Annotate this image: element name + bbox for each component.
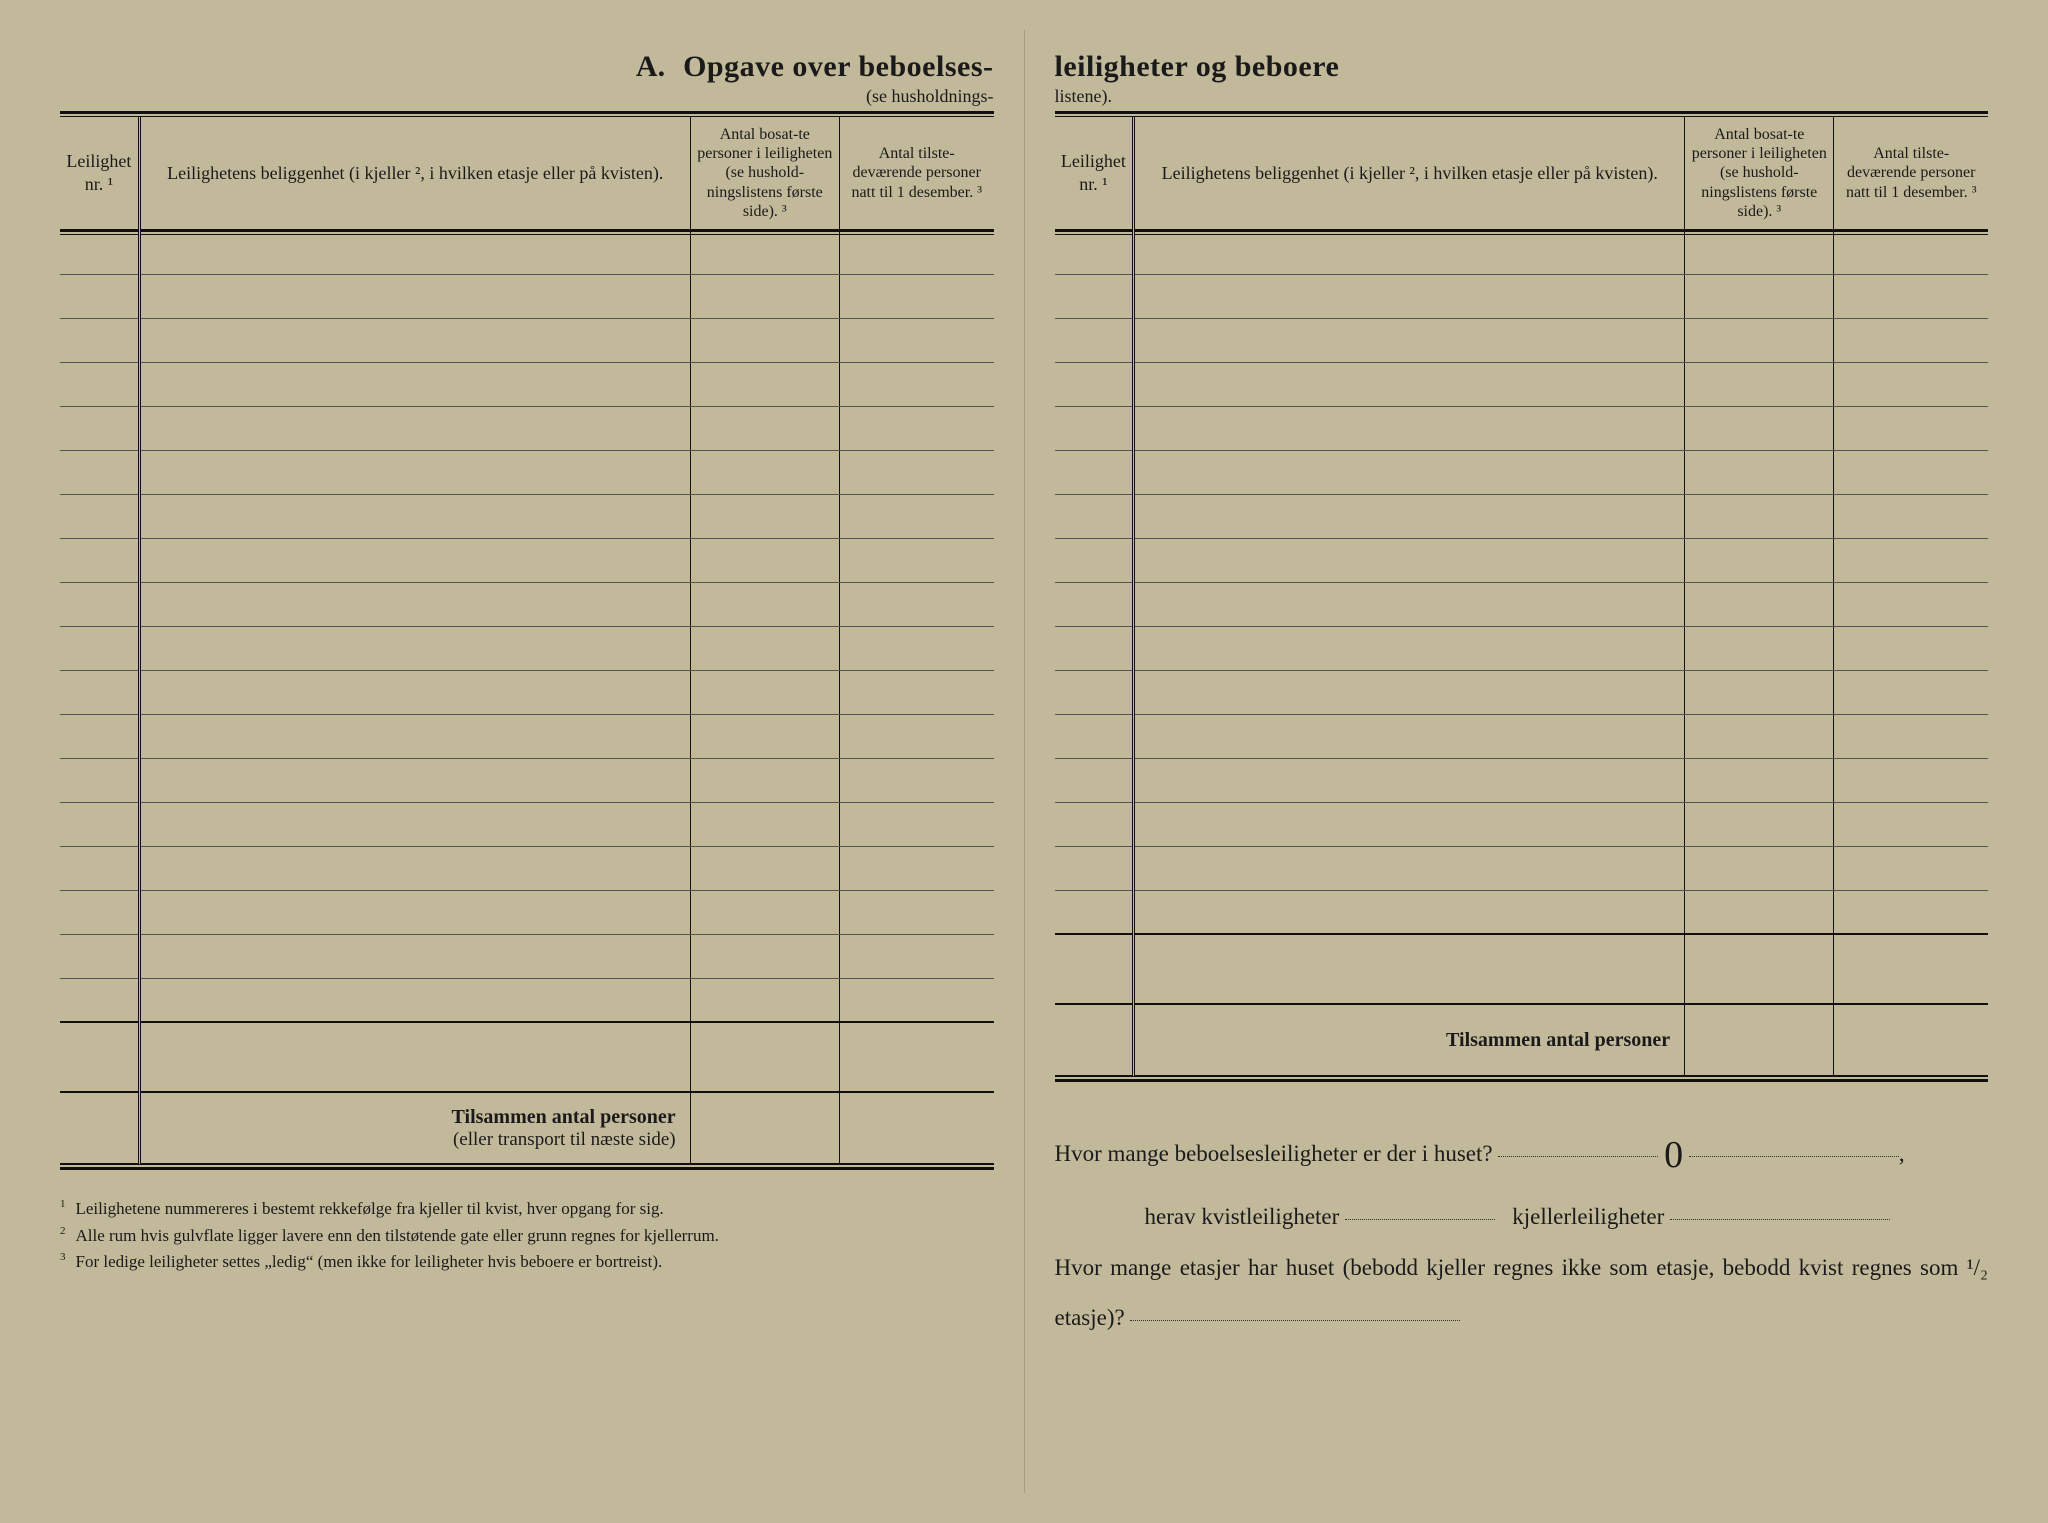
- q2a-text: herav kvistleiligheter: [1145, 1204, 1340, 1229]
- footnote-2: 2Alle rum hvis gulvflate ligger lavere e…: [60, 1223, 994, 1249]
- spacer-row-right: [1055, 934, 1989, 1004]
- table-row: [60, 846, 994, 890]
- q2a-blank: [1345, 1219, 1495, 1220]
- table-row: [1055, 362, 1989, 406]
- title-row-left: A. Opgave over beboelses-: [60, 50, 994, 84]
- col-nr-l1: Leilighet: [66, 151, 131, 171]
- total-label-right: Tilsammen antal personer: [1446, 1029, 1670, 1051]
- table-right: Leilighet nr. ¹ Leilighetens beliggenhet…: [1055, 117, 1989, 1077]
- table-row: [60, 230, 994, 274]
- table-row: [60, 318, 994, 362]
- col-loc-header-r: Leilighetens beliggenhet (i kjeller ², i…: [1134, 117, 1685, 230]
- q1-text: Hvor mange beboelsesleiligheter er der i…: [1055, 1141, 1493, 1166]
- table-row: [60, 494, 994, 538]
- table-row: [1055, 626, 1989, 670]
- subtitle-left: (se husholdnings-: [866, 86, 994, 107]
- tbody-left: [60, 230, 994, 1022]
- col-tilstede-header: Antal tilste-deværende personer natt til…: [839, 117, 993, 230]
- col-nr-header-r: Leilighet nr. ¹: [1055, 117, 1134, 230]
- q2b-text: kjellerleiligheter: [1512, 1204, 1664, 1229]
- table-row: [1055, 406, 1989, 450]
- total-label-left: Tilsammen antal personer: [452, 1106, 676, 1128]
- footnote-3: 3For ledige leiligheter settes „ledig“ (…: [60, 1249, 994, 1275]
- table-row: [1055, 890, 1989, 934]
- col-nr-l2-r: nr. ¹: [1079, 174, 1107, 194]
- table-row: [60, 802, 994, 846]
- col-bosatte-header: Antal bosat-te personer i leiligheten (s…: [690, 117, 839, 230]
- title-left: Opgave over beboelses-: [683, 50, 993, 84]
- col-nr-header: Leilighet nr. ¹: [60, 117, 139, 230]
- total-row-left: Tilsammen antal personer (eller transpor…: [60, 1092, 994, 1164]
- col-bosatte-header-r: Antal bosat-te personer i leiligheten (s…: [1685, 117, 1834, 230]
- col-loc-header: Leilighetens beliggenhet (i kjeller ², i…: [139, 117, 690, 230]
- table-row: [60, 890, 994, 934]
- total-row-right: Tilsammen antal personer: [1055, 1004, 1989, 1076]
- subtitle-row-right: listene).: [1055, 86, 1989, 107]
- table-row: [60, 274, 994, 318]
- table-row: [60, 582, 994, 626]
- table-left: Leilighet nr. ¹ Leilighetens beliggenhet…: [60, 117, 994, 1165]
- page-left: A. Opgave over beboelses- (se husholdnin…: [30, 30, 1025, 1493]
- total-sub-left: (eller transport til næste side): [147, 1129, 676, 1151]
- subtitle-row-left: (se husholdnings-: [60, 86, 994, 107]
- col-nr-l1-r: Leilighet: [1061, 151, 1126, 171]
- col-nr-l2: nr. ¹: [85, 174, 113, 194]
- table-row: [60, 934, 994, 978]
- table-row: [60, 714, 994, 758]
- tbody-right: [1055, 230, 1989, 934]
- table-row: [60, 406, 994, 450]
- table-row: [1055, 670, 1989, 714]
- q1-value: 0: [1664, 1134, 1683, 1176]
- question-2: herav kvistleiligheter kjellerleilighete…: [1055, 1192, 1989, 1243]
- table-row: [60, 670, 994, 714]
- table-row: [1055, 450, 1989, 494]
- table-row: [1055, 230, 1989, 274]
- table-row: [1055, 494, 1989, 538]
- rule-bottom-right: [1055, 1076, 1989, 1082]
- table-row: [1055, 846, 1989, 890]
- section-letter: A.: [636, 50, 665, 84]
- table-row: [60, 626, 994, 670]
- table-row: [1055, 714, 1989, 758]
- question-1: Hvor mange beboelsesleiligheter er der i…: [1055, 1108, 1989, 1192]
- title-row-right: leiligheter og beboere: [1055, 50, 1989, 84]
- col-tilstede-header-r: Antal tilste-deværende personer natt til…: [1834, 117, 1988, 230]
- table-row: [60, 450, 994, 494]
- document-spread: A. Opgave over beboelses- (se husholdnin…: [30, 30, 2018, 1493]
- q1-blank2: [1689, 1156, 1899, 1157]
- table-row: [1055, 538, 1989, 582]
- subtitle-right: listene).: [1055, 86, 1112, 107]
- table-row: [60, 362, 994, 406]
- q3-text: Hvor mange etasjer har huset (bebodd kje…: [1055, 1255, 1989, 1331]
- spacer-row-left: [60, 1022, 994, 1092]
- table-row: [1055, 802, 1989, 846]
- question-3: Hvor mange etasjer har huset (bebodd kje…: [1055, 1243, 1989, 1344]
- q3-blank: [1130, 1320, 1460, 1321]
- table-row: [60, 978, 994, 1022]
- table-row: [1055, 582, 1989, 626]
- q2b-blank: [1670, 1219, 1890, 1220]
- footnotes: 1Leilighetene nummereres i bestemt rekke…: [60, 1196, 994, 1275]
- page-right: leiligheter og beboere listene). Leiligh…: [1025, 30, 2019, 1493]
- table-row: [1055, 758, 1989, 802]
- table-row: [60, 538, 994, 582]
- table-row: [1055, 274, 1989, 318]
- questions: Hvor mange beboelsesleiligheter er der i…: [1055, 1108, 1989, 1343]
- title-right: leiligheter og beboere: [1055, 50, 1340, 84]
- table-row: [60, 758, 994, 802]
- q1-blank: [1498, 1156, 1658, 1157]
- rule-bottom-left: [60, 1164, 994, 1170]
- footnote-1: 1Leilighetene nummereres i bestemt rekke…: [60, 1196, 994, 1222]
- table-row: [1055, 318, 1989, 362]
